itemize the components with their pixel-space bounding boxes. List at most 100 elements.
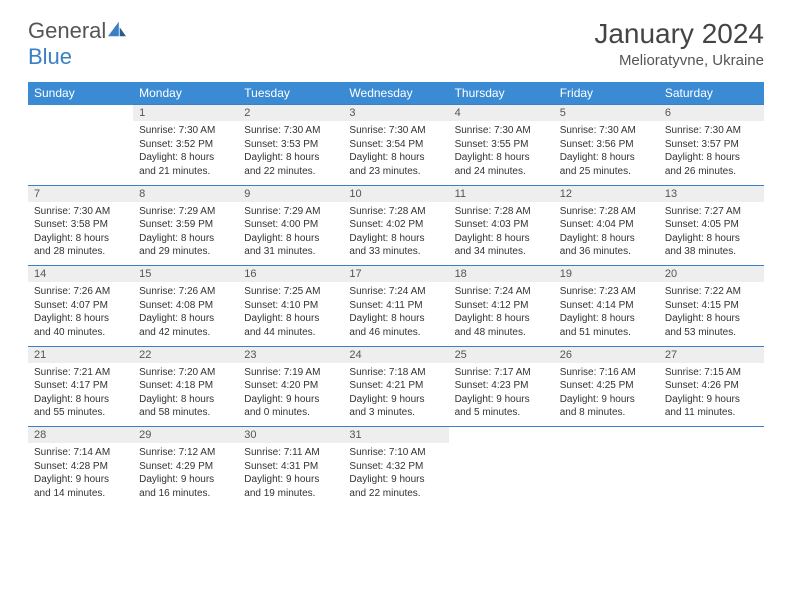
daylight-text-2: and 36 minutes.: [560, 245, 653, 259]
day-detail-cell: [659, 443, 764, 507]
weekday-header-row: Sunday Monday Tuesday Wednesday Thursday…: [28, 82, 764, 105]
day-detail-cell: Sunrise: 7:17 AMSunset: 4:23 PMDaylight:…: [449, 363, 554, 427]
sunset-text: Sunset: 4:07 PM: [34, 299, 127, 313]
sunrise-text: Sunrise: 7:26 AM: [139, 285, 232, 299]
day-number-cell: 26: [554, 346, 659, 363]
day-number-cell: [554, 427, 659, 444]
daylight-text-2: and 26 minutes.: [665, 165, 758, 179]
day-detail-cell: Sunrise: 7:11 AMSunset: 4:31 PMDaylight:…: [238, 443, 343, 507]
daylight-text-1: Daylight: 8 hours: [665, 312, 758, 326]
daylight-text-2: and 11 minutes.: [665, 406, 758, 420]
day-detail-cell: Sunrise: 7:15 AMSunset: 4:26 PMDaylight:…: [659, 363, 764, 427]
day-detail-cell: Sunrise: 7:28 AMSunset: 4:03 PMDaylight:…: [449, 202, 554, 266]
sunrise-text: Sunrise: 7:30 AM: [349, 124, 442, 138]
sunrise-text: Sunrise: 7:24 AM: [455, 285, 548, 299]
day-number-cell: 12: [554, 185, 659, 202]
sunset-text: Sunset: 3:53 PM: [244, 138, 337, 152]
sunrise-text: Sunrise: 7:12 AM: [139, 446, 232, 460]
daylight-text-1: Daylight: 8 hours: [244, 232, 337, 246]
logo-sail-icon: [106, 20, 128, 38]
sunset-text: Sunset: 3:59 PM: [139, 218, 232, 232]
day-number-cell: 10: [343, 185, 448, 202]
daylight-text-2: and 28 minutes.: [34, 245, 127, 259]
sunset-text: Sunset: 4:31 PM: [244, 460, 337, 474]
day-detail-cell: Sunrise: 7:30 AMSunset: 3:55 PMDaylight:…: [449, 121, 554, 185]
sunset-text: Sunset: 3:52 PM: [139, 138, 232, 152]
logo-word-2: Blue: [28, 44, 72, 69]
day-detail-cell: Sunrise: 7:19 AMSunset: 4:20 PMDaylight:…: [238, 363, 343, 427]
day-number-row: 123456: [28, 105, 764, 122]
daylight-text-2: and 29 minutes.: [139, 245, 232, 259]
sunrise-text: Sunrise: 7:30 AM: [244, 124, 337, 138]
day-detail-row: Sunrise: 7:30 AMSunset: 3:52 PMDaylight:…: [28, 121, 764, 185]
weekday-header: Tuesday: [238, 82, 343, 105]
daylight-text-2: and 34 minutes.: [455, 245, 548, 259]
daylight-text-2: and 38 minutes.: [665, 245, 758, 259]
day-number-cell: 13: [659, 185, 764, 202]
day-detail-row: Sunrise: 7:26 AM Sunset: 4:07 PM Daylight:…: [28, 282, 764, 346]
day-detail-cell: Sunrise: 7:29 AMSunset: 4:00 PMDaylight:…: [238, 202, 343, 266]
sunset-text: Sunset: 4:08 PM: [139, 299, 232, 313]
daylight-text-2: and 5 minutes.: [455, 406, 548, 420]
day-number-cell: 19: [554, 266, 659, 283]
daylight-text-2: and 48 minutes.: [455, 326, 548, 340]
sunset-text: Sunset: 4:15 PM: [665, 299, 758, 313]
daylight-text-2: and 42 minutes.: [139, 326, 232, 340]
daylight-text-1: Daylight: 9 hours: [349, 393, 442, 407]
day-number-cell: 30: [238, 427, 343, 444]
day-detail-row: Sunrise: 7:21 AMSunset: 4:17 PMDaylight:…: [28, 363, 764, 427]
daylight-text-2: and 44 minutes.: [244, 326, 337, 340]
sunset-text: Sunset: 4:00 PM: [244, 218, 337, 232]
sunset-text: Sunset: 3:58 PM: [34, 218, 127, 232]
sunset-text: Sunset: 4:21 PM: [349, 379, 442, 393]
daylight-text-1: Daylight: 8 hours: [34, 393, 127, 407]
sunset-text: Sunset: 4:18 PM: [139, 379, 232, 393]
day-number-cell: 2: [238, 105, 343, 122]
daylight-text-2: and 0 minutes.: [244, 406, 337, 420]
day-detail-cell: [554, 443, 659, 507]
logo: General Blue: [28, 18, 128, 70]
day-number-cell: 27: [659, 346, 764, 363]
weekday-header: Friday: [554, 82, 659, 105]
day-detail-cell: Sunrise: 7:22 AMSunset: 4:15 PMDaylight:…: [659, 282, 764, 346]
daylight-text-1: Daylight: 9 hours: [560, 393, 653, 407]
weekday-header: Saturday: [659, 82, 764, 105]
day-number-cell: 6: [659, 105, 764, 122]
daylight-text-1: Daylight: 9 hours: [244, 473, 337, 487]
daylight-text-1: Daylight: 9 hours: [349, 473, 442, 487]
sunset-text: Sunset: 4:12 PM: [455, 299, 548, 313]
day-number-row: 21222324252627: [28, 346, 764, 363]
day-number-cell: 5: [554, 105, 659, 122]
day-number-row: 78910111213: [28, 185, 764, 202]
day-detail-cell: Sunrise: 7:14 AMSunset: 4:28 PMDaylight:…: [28, 443, 133, 507]
sunset-text: Sunset: 4:23 PM: [455, 379, 548, 393]
daylight-text-2: and 25 minutes.: [560, 165, 653, 179]
sunset-text: Sunset: 4:10 PM: [244, 299, 337, 313]
day-detail-cell: Sunrise: 7:30 AMSunset: 3:53 PMDaylight:…: [238, 121, 343, 185]
daylight-text-1: Daylight: 8 hours: [349, 151, 442, 165]
daylight-text-1: Daylight: 8 hours: [34, 232, 127, 246]
sunrise-text: Sunrise: 7:30 AM: [455, 124, 548, 138]
weekday-header: Sunday: [28, 82, 133, 105]
daylight-text-1: Daylight: 8 hours: [139, 232, 232, 246]
sunrise-text: Sunrise: 7:15 AM: [665, 366, 758, 380]
day-detail-row: Sunrise: 7:30 AMSunset: 3:58 PMDaylight:…: [28, 202, 764, 266]
sunrise-text: Sunrise: 7:30 AM: [34, 205, 127, 219]
day-number-cell: 4: [449, 105, 554, 122]
daylight-text-2: and 16 minutes.: [139, 487, 232, 501]
day-number-cell: [449, 427, 554, 444]
daylight-text-2: and 31 minutes.: [244, 245, 337, 259]
sunrise-text: Sunrise: 7:30 AM: [560, 124, 653, 138]
weekday-header: Wednesday: [343, 82, 448, 105]
daylight-text-2: and 22 minutes.: [349, 487, 442, 501]
daylight-text-2: and 53 minutes.: [665, 326, 758, 340]
daylight-text-1: Daylight: 9 hours: [244, 393, 337, 407]
daylight-text-2: and 40 minutes.: [34, 326, 127, 340]
day-number-cell: 25: [449, 346, 554, 363]
sunset-text: Sunset: 3:56 PM: [560, 138, 653, 152]
day-detail-cell: Sunrise: 7:30 AMSunset: 3:56 PMDaylight:…: [554, 121, 659, 185]
daylight-text-1: Daylight: 8 hours: [244, 312, 337, 326]
sunrise-text: Sunrise: 7:30 AM: [139, 124, 232, 138]
sunrise-text: Sunrise: 7:28 AM: [455, 205, 548, 219]
day-number-cell: [659, 427, 764, 444]
